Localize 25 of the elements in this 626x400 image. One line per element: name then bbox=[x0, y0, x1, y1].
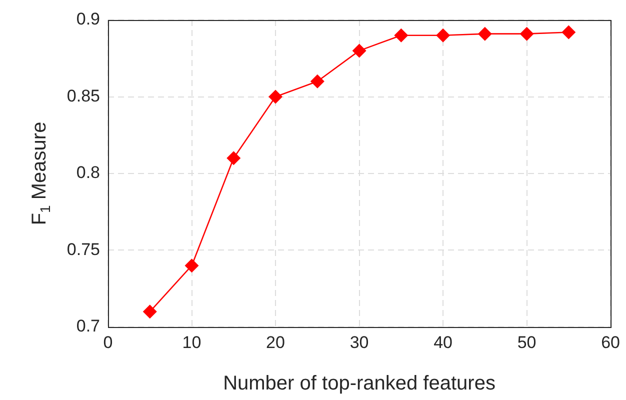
point bbox=[562, 25, 576, 40]
y-tick-label: 0.85 bbox=[66, 86, 100, 106]
point bbox=[184, 258, 199, 273]
x-tick-label: 10 bbox=[182, 332, 202, 352]
point bbox=[142, 304, 157, 319]
x-tick-label: 40 bbox=[434, 332, 452, 352]
y-tick-label: 0.7 bbox=[76, 316, 100, 336]
y-tick-label: 0.8 bbox=[76, 163, 100, 182]
y-tick-label: 0.9 bbox=[76, 10, 100, 29]
point bbox=[310, 74, 324, 88]
x-axis-title: Number of top-ranked features bbox=[223, 372, 496, 395]
point bbox=[478, 26, 492, 41]
x-tick-label: 50 bbox=[517, 332, 536, 352]
point bbox=[436, 28, 450, 42]
y-tick-label: 0.75 bbox=[66, 240, 100, 259]
x-tick-label: 30 bbox=[350, 332, 369, 352]
y-axis-title: F1 Measure bbox=[28, 122, 53, 226]
point bbox=[352, 44, 366, 58]
x-tick-label: 20 bbox=[266, 332, 285, 352]
point bbox=[520, 26, 534, 41]
point bbox=[226, 151, 241, 166]
x-tick-label: 60 bbox=[601, 332, 620, 352]
point bbox=[394, 28, 408, 42]
point bbox=[268, 90, 283, 104]
x-tick-label: 0 bbox=[103, 332, 113, 352]
